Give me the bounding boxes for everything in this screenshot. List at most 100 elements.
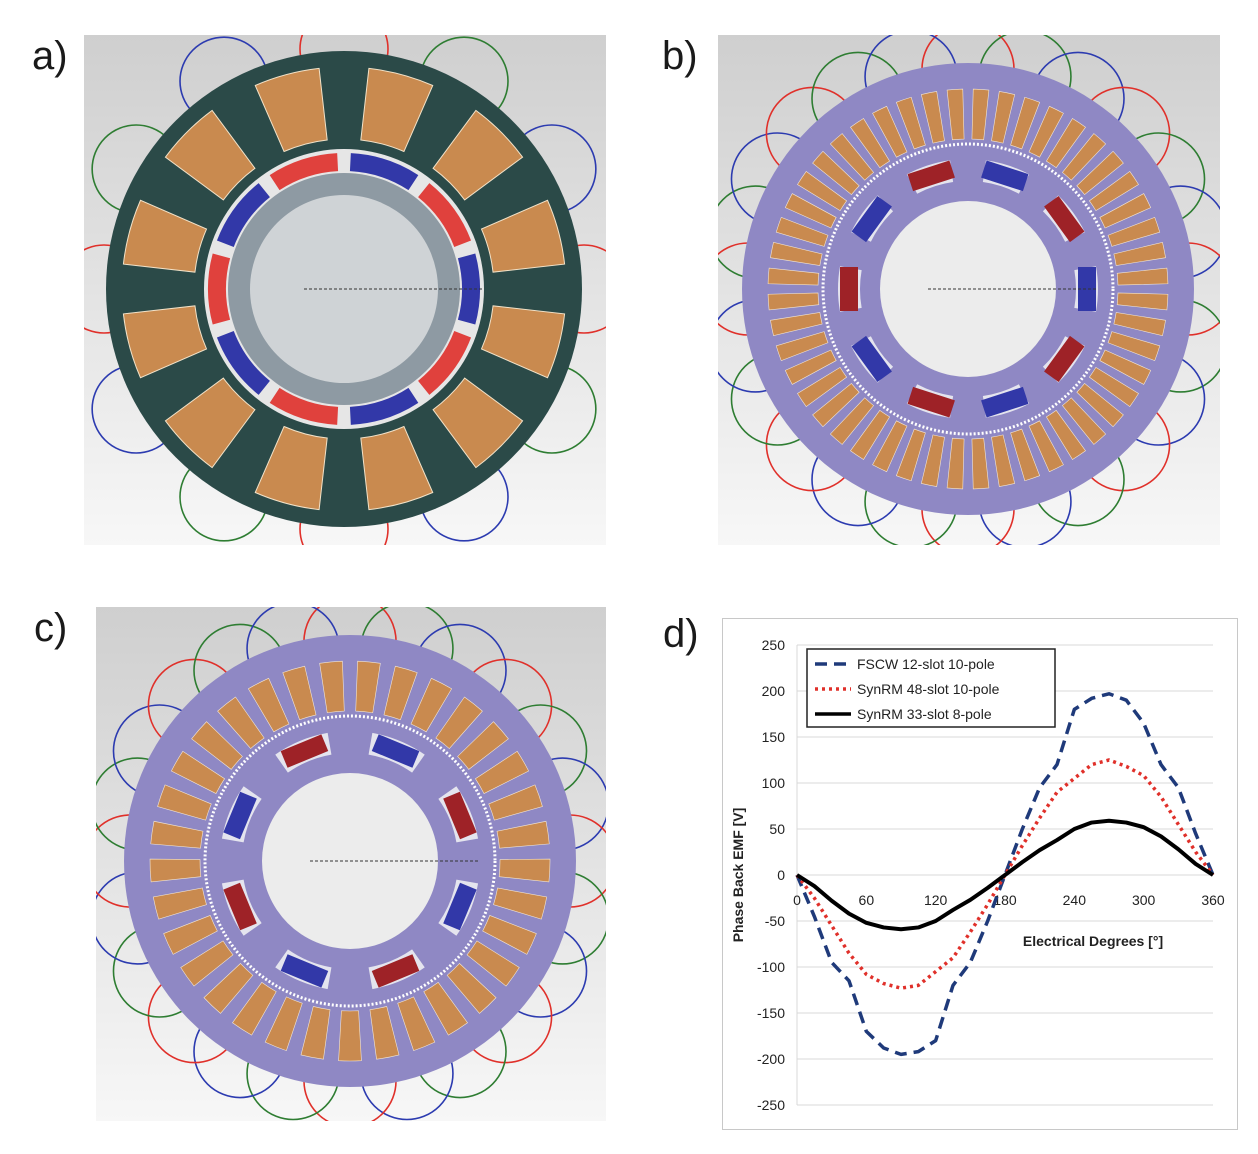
- rotor-magnet: [981, 386, 1029, 418]
- rotor-magnet: [907, 386, 955, 418]
- coil-slot: [784, 349, 837, 385]
- coil-slot: [1076, 382, 1124, 428]
- coil-slot: [1113, 312, 1166, 337]
- rotor-magnet: [223, 882, 257, 931]
- coil-slot: [1010, 96, 1041, 150]
- coil-slot: [180, 940, 234, 987]
- coil-slot: [1061, 397, 1107, 445]
- x-axis-title: Electrical Degrees [°]: [1023, 933, 1163, 949]
- x-tick-label: 360: [1201, 892, 1225, 908]
- coil-slot: [797, 171, 848, 212]
- coil-slot: [217, 696, 265, 750]
- rotor-magnet: [349, 153, 419, 191]
- series-line: [795, 818, 1215, 932]
- series-line: [795, 758, 1215, 990]
- coil-slot: [775, 216, 829, 247]
- coil-slot: [355, 660, 381, 714]
- coil-slot: [149, 858, 202, 883]
- rotor-magnet: [280, 734, 329, 768]
- coil-slot: [360, 425, 434, 511]
- coil-slot: [895, 428, 926, 482]
- x-tick-label: 240: [1063, 892, 1087, 908]
- coil-slot: [872, 105, 908, 158]
- coil-slot: [872, 420, 908, 473]
- coil-slot: [410, 677, 453, 733]
- coil-slot: [850, 118, 891, 169]
- y-tick-label: -250: [757, 1097, 785, 1113]
- coil-slot: [1107, 216, 1161, 247]
- rotor-magnet: [371, 954, 420, 988]
- coil-slot: [496, 820, 550, 849]
- coil-slot: [1061, 133, 1107, 181]
- series-line: [795, 692, 1215, 1057]
- panel-label-d: d): [663, 612, 699, 656]
- coil-slot: [1099, 193, 1152, 229]
- coil-slot: [488, 784, 543, 821]
- coil-slot: [254, 67, 328, 153]
- coil-slot: [338, 1010, 362, 1062]
- y-tick-label: 50: [769, 821, 785, 837]
- y-tick-label: 250: [762, 637, 786, 653]
- coil-slot: [946, 437, 965, 490]
- coil-slot: [991, 434, 1016, 487]
- machine-a-figure: [84, 35, 606, 545]
- legend-label: FSCW 12-slot 10-pole: [857, 656, 995, 672]
- x-tick-label: 180: [993, 892, 1017, 908]
- coil-slot: [1028, 420, 1064, 473]
- panel-label-a: a): [32, 34, 68, 78]
- y-tick-label: -150: [757, 1005, 785, 1021]
- coil-slot: [1088, 171, 1139, 212]
- y-tick-label: 200: [762, 683, 786, 699]
- rotor-magnet: [216, 183, 270, 247]
- coil-slot: [397, 996, 436, 1051]
- coil-slot: [319, 660, 345, 714]
- coil-slot: [1099, 349, 1152, 385]
- coil-slot: [191, 721, 243, 770]
- coil-slot: [423, 981, 468, 1036]
- coil-slot: [164, 377, 256, 469]
- coil-slot: [767, 267, 820, 286]
- coil-slot: [498, 858, 551, 883]
- rotor-magnet: [280, 954, 329, 988]
- coil-slot: [282, 665, 317, 721]
- back-emf-plot: 250 200 150 100 50 0 -50 -100 -150 -200 -250 0 60 12…: [730, 637, 1225, 1113]
- panel-label-c: c): [34, 606, 68, 650]
- coil-slot: [1010, 428, 1041, 482]
- coil-slot: [1088, 366, 1139, 407]
- coil-slot: [122, 199, 208, 273]
- coil-slot: [775, 331, 829, 362]
- air-gap: [203, 714, 497, 1008]
- y-tick-label: 0: [777, 867, 785, 883]
- back-emf-chart: 250 200 150 100 50 0 -50 -100 -150 -200 -250 0 60 12…: [722, 618, 1238, 1130]
- legend-label: SynRM 33-slot 8-pole: [857, 706, 992, 722]
- y-tick-label: 150: [762, 729, 786, 745]
- rotor-magnet: [457, 253, 480, 325]
- coil-slot: [170, 750, 226, 794]
- coil-slot: [247, 677, 290, 733]
- air-gap: [821, 142, 1115, 436]
- coil-slot: [784, 193, 837, 229]
- coil-slot: [264, 996, 303, 1051]
- coil-slot: [1045, 118, 1086, 169]
- coil-slot: [457, 721, 509, 770]
- coil-slot: [1113, 241, 1166, 266]
- coil-slot: [971, 437, 990, 490]
- coil-slot: [480, 305, 566, 379]
- rotor-magnet: [1044, 335, 1085, 383]
- machine-a-cross-section: [84, 35, 606, 545]
- coil-slot: [446, 963, 497, 1014]
- y-tick-label: -200: [757, 1051, 785, 1067]
- legend-label: SynRM 48-slot 10-pole: [857, 681, 1000, 697]
- rotor-magnet: [851, 335, 892, 383]
- coil-slot: [122, 305, 208, 379]
- coil-slot: [493, 887, 548, 920]
- coil-slot: [254, 425, 328, 511]
- y-tick-label: -100: [757, 959, 785, 975]
- coil-slot: [300, 1006, 331, 1060]
- coil-slot: [435, 696, 483, 750]
- rotor-magnet: [269, 387, 339, 425]
- coil-slot: [895, 96, 926, 150]
- coil-slot: [232, 981, 277, 1036]
- x-tick-label: 0: [793, 892, 801, 908]
- coil-slot: [920, 434, 945, 487]
